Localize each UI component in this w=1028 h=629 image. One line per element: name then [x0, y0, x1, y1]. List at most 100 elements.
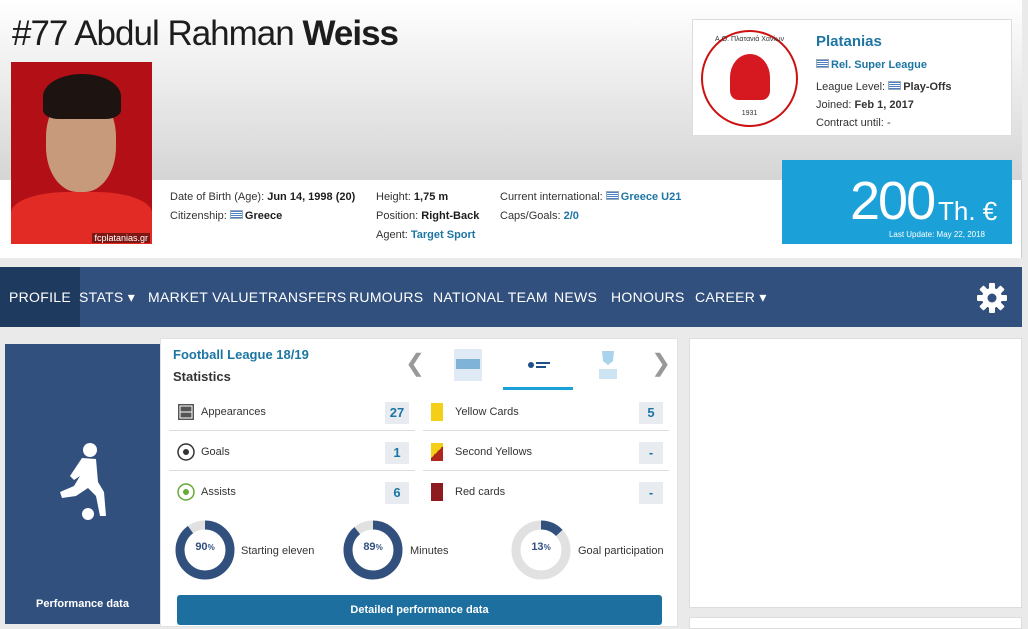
club-logo-text: Α.Ο. Πλατανιά Χανίων [715, 36, 784, 43]
stat-value: 5 [639, 402, 663, 424]
right-panel-lower [689, 617, 1022, 629]
intl-link[interactable]: Greece U21 [620, 191, 682, 203]
contract-row: Contract until: - [816, 117, 891, 129]
stat-row-assists[interactable]: Assists 6 [169, 473, 415, 511]
performance-sidebar-label: Performance data [36, 598, 129, 610]
player-photo: fcplatanias.gr [11, 62, 152, 244]
gear-icon[interactable] [976, 282, 1008, 314]
market-value-box[interactable]: 200 Th. € Last Update: May 22, 2018 [782, 160, 1012, 244]
pitch-icon [178, 404, 194, 420]
dob-label: Date of Birth (Age): [170, 191, 265, 203]
club-name-link[interactable]: Platanias [816, 33, 882, 50]
donut-label: Minutes [410, 545, 449, 557]
tab-career-label: CAREER [695, 289, 756, 305]
club-league-link[interactable]: Rel. Super League [831, 59, 927, 71]
dob-value: Jun 14, 1998 (20) [267, 191, 356, 203]
tab-national-team[interactable]: NATIONAL TEAM [433, 289, 548, 305]
agent-label: Agent: [376, 229, 408, 241]
height-label: Height: [376, 191, 411, 203]
page-title: #77 Abdul Rahman Weiss [12, 14, 399, 54]
ball-icon [177, 443, 195, 461]
market-value-last-update: Last Update: May 22, 2018 [888, 230, 985, 239]
percent-sign: % [375, 543, 383, 552]
greece-flag-icon [229, 210, 243, 219]
stat-label: Appearances [201, 406, 266, 418]
red-card-icon [431, 483, 443, 501]
tab-stats-label: STATS [79, 289, 124, 305]
league-title-link[interactable]: Football League 18/19 [173, 347, 309, 362]
stat-row-red-cards[interactable]: Red cards - [423, 473, 669, 511]
club-box: Α.Ο. Πλατανιά Χανίων 1931 Platanias Rel.… [692, 19, 1012, 136]
donut-starting-eleven-text: 90% [174, 519, 236, 581]
tab-transfers[interactable]: TRANSFERS [259, 289, 347, 305]
greece-flag-icon [816, 59, 829, 68]
market-value-amount: 200 [850, 171, 936, 231]
stat-label: Red cards [455, 486, 506, 498]
intl-label: Current international: [500, 191, 603, 203]
stat-value: 27 [385, 402, 409, 424]
main-nav: PROFILE STATS ▾ MARKET VALUE TRANSFERS R… [0, 267, 1022, 327]
citizenship-label: Citizenship: [170, 210, 227, 222]
donut-value: 89 [363, 541, 376, 553]
stat-value: - [639, 482, 663, 504]
greece-flag-icon [605, 191, 619, 200]
donut-goal-participation-text: 13% [510, 519, 572, 581]
caps-link[interactable]: 2/0 [563, 210, 579, 222]
tab-market-value[interactable]: MARKET VALUE [148, 289, 259, 305]
percent-sign: % [543, 543, 551, 552]
league-level-row: League Level: Play-Offs [816, 81, 951, 93]
tab-career[interactable]: CAREER ▾ [695, 267, 767, 327]
club-logo[interactable]: Α.Ο. Πλατανιά Χανίων 1931 [701, 30, 798, 127]
club-logo-year: 1931 [741, 110, 758, 117]
detailed-performance-button[interactable]: Detailed performance data [177, 595, 662, 625]
tab-rumours[interactable]: RUMOURS [349, 289, 424, 305]
football-league-logo-icon[interactable] [523, 347, 553, 383]
donut-starting-eleven [175, 520, 235, 580]
chevron-down-icon: ▾ [759, 289, 767, 305]
chevron-right-icon[interactable]: ❯ [651, 350, 672, 377]
stat-row-goals[interactable]: Goals 1 [169, 433, 415, 471]
league-level-value: Play-Offs [903, 81, 952, 93]
photo-hair [43, 74, 121, 119]
statistics-panel: Football League 18/19 Statistics ❮ ❯ App… [160, 338, 678, 627]
position-value: Right-Back [421, 210, 480, 222]
donut-label: Goal participation [578, 545, 664, 557]
chevron-left-icon[interactable]: ❮ [405, 350, 426, 377]
tab-news[interactable]: NEWS [554, 289, 598, 305]
stat-row-second-yellows[interactable]: Second Yellows - [423, 433, 669, 471]
statistics-title: Statistics [173, 369, 231, 384]
greek-cup-logo-icon[interactable] [593, 347, 623, 383]
contract-value: - [886, 117, 891, 129]
tab-profile[interactable]: PROFILE [0, 267, 81, 327]
agent-link[interactable]: Target Sport [410, 229, 476, 241]
stat-label: Yellow Cards [455, 406, 519, 418]
joined-row: Joined: Feb 1, 2017 [816, 99, 914, 111]
active-league-indicator [503, 387, 573, 390]
tab-stats[interactable]: STATS ▾ [79, 267, 135, 327]
club-league-row: Rel. Super League [816, 59, 927, 71]
clover-icon [730, 54, 770, 100]
stat-label: Second Yellows [455, 446, 533, 458]
performance-sidebar[interactable]: Performance data [5, 344, 160, 624]
stat-value: 1 [385, 442, 409, 464]
donut-minutes-text: 89% [342, 519, 404, 581]
stat-row-yellow-cards[interactable]: Yellow Cards 5 [423, 393, 669, 431]
right-panel [689, 338, 1022, 608]
donut-goal-participation [511, 520, 571, 580]
citizenship-value: Greece [244, 210, 283, 222]
photo-credit: fcplatanias.gr [92, 233, 150, 243]
player-info-col3: Current international: Greece U21 Caps/G… [500, 188, 681, 226]
market-value-unit: Th. € [938, 196, 998, 226]
stat-row-appearances[interactable]: Appearances 27 [169, 393, 415, 431]
contract-label: Contract until: [816, 117, 884, 129]
player-number: #77 [12, 14, 68, 53]
stat-value: 6 [385, 482, 409, 504]
tab-honours[interactable]: HONOURS [611, 289, 685, 305]
donut-value: 90 [195, 541, 208, 553]
stat-label: Goals [201, 446, 230, 458]
super-league-logo-icon[interactable] [453, 347, 483, 383]
player-first-names: Abdul Rahman [74, 14, 295, 53]
caps-label: Caps/Goals: [500, 210, 561, 222]
donut-minutes [343, 520, 403, 580]
greece-flag-icon [888, 81, 902, 90]
